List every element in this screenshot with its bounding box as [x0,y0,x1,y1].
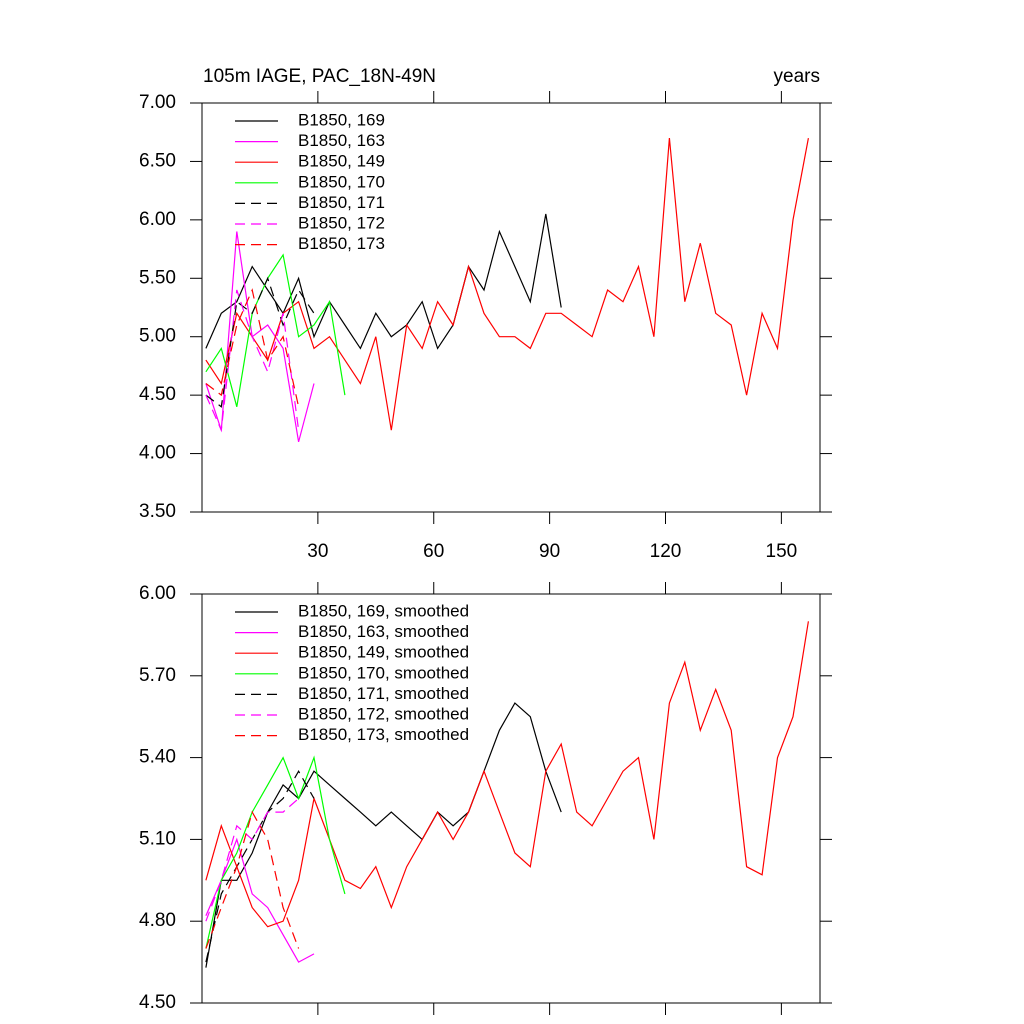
y-tick-label: 5.10 [139,828,176,849]
legend-label: B1850, 171 [298,193,385,212]
series-line [205,621,809,928]
x-tick-label: 150 [766,541,798,562]
y-tick-label: 5.40 [139,747,176,768]
legend-label: B1850, 169, smoothed [298,601,469,620]
plot-frame [201,593,821,1004]
y-tick-label: 5.00 [139,326,176,347]
legend-label: B1850, 172 [298,213,385,232]
y-tick-label: 4.50 [139,992,176,1013]
x-tick-label: 30 [307,541,328,562]
y-tick-label: 5.70 [139,665,176,686]
series-line [205,289,300,433]
axis-unit: years [774,66,820,87]
y-tick-label: 3.50 [139,501,176,522]
series-line [205,276,315,408]
series-line [205,213,562,350]
legend-label: B1850, 163 [298,131,385,150]
legend-label: B1850, 169 [298,110,385,129]
legend-label: B1850, 149, smoothed [298,643,469,662]
series-line [205,798,299,922]
series-line [205,253,346,407]
series-line [205,769,315,963]
series-line [205,810,300,949]
y-tick-label: 5.50 [139,267,176,288]
x-tick-label: 90 [539,541,560,562]
series-line [205,702,562,968]
series-line [205,231,315,443]
legend-label: B1850, 173, smoothed [298,725,469,744]
plot-frame [201,102,821,513]
legend-label: B1850, 172, smoothed [298,704,469,723]
y-tick-label: 4.80 [139,910,176,931]
y-tick-label: 7.00 [139,92,176,113]
legend-label: B1850, 170 [298,172,385,191]
legend-label: B1850, 163, smoothed [298,622,469,641]
legend-label: B1850, 171, smoothed [298,684,469,703]
series-line [205,837,315,963]
legend-label: B1850, 173 [298,234,385,253]
series-line [205,755,346,949]
legend-label: B1850, 149 [298,152,385,171]
x-tick-label: 60 [423,541,444,562]
chart-title: 105m IAGE, PAC_18N-49N [203,66,436,87]
y-tick-label: 4.00 [139,443,176,464]
y-tick-label: 6.50 [139,150,176,171]
series-line [205,137,809,431]
legend-label: B1850, 170, smoothed [298,663,469,682]
y-tick-label: 6.00 [139,583,176,604]
x-tick-label: 120 [650,541,682,562]
y-tick-label: 6.00 [139,209,176,230]
y-tick-label: 4.50 [139,384,176,405]
series-line [205,288,300,407]
